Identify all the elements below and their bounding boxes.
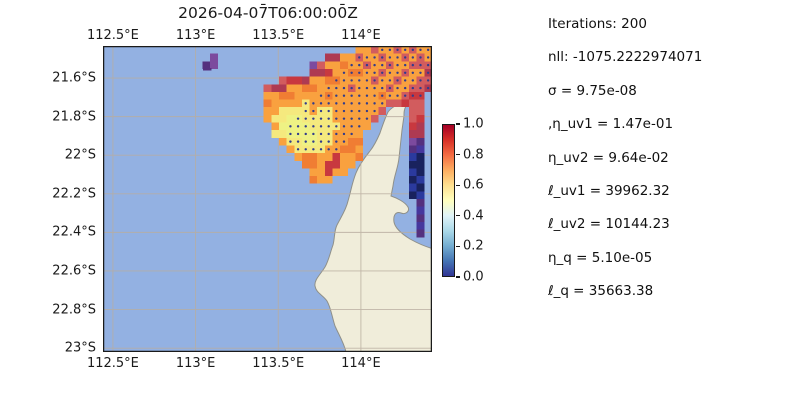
- y-tick-label: 22.8°S: [52, 302, 96, 318]
- stat-line-nll: nll: -1075.2222974071: [548, 49, 703, 66]
- colorbar-tick-label: 0.8: [463, 147, 484, 163]
- y-tick-label: 22.4°S: [52, 224, 96, 240]
- y-tick-label: 23°S: [64, 340, 96, 356]
- stat-line-ell-uv1: ℓ_uv1 = 39962.32: [548, 183, 670, 199]
- y-tick-label: 22.6°S: [52, 263, 96, 279]
- stat-line-eta-uv1: ,η_uv1 = 1.47e-01: [548, 116, 674, 133]
- y-tick-label: 22°S: [64, 147, 96, 163]
- colorbar-tick-label: 0.4: [463, 208, 484, 224]
- colorbar-tick-mark: [456, 154, 460, 156]
- y-tick-label: 21.6°S: [52, 70, 96, 86]
- map-plot: [102, 45, 433, 353]
- colorbar-tick-mark: [456, 123, 460, 125]
- colorbar-tick-label: 0.6: [463, 177, 484, 193]
- colorbar-tick-label: 0.0: [463, 269, 484, 285]
- colorbar-tick-label: 1.0: [463, 116, 484, 132]
- colorbar-tick-mark: [456, 276, 460, 278]
- colorbar-tick-mark: [456, 215, 460, 217]
- colorbar-gradient: [442, 124, 455, 277]
- y-tick-label: 21.8°S: [52, 109, 96, 125]
- land-shape: [314, 102, 433, 353]
- stat-line-iterations: Iterations: 200: [548, 16, 647, 32]
- scatter-dots: [289, 48, 430, 151]
- x-tick-label-bottom: 112.5°E: [86, 356, 139, 371]
- colorbar-tick-mark: [456, 184, 460, 186]
- colorbar-tick-label: 0.2: [463, 238, 484, 254]
- stat-line-eta-q: η_q = 5.10e-05: [548, 249, 653, 266]
- stat-line-eta-uv2: η_uv2 = 9.64e-02: [548, 149, 669, 166]
- stat-line-ell-q: ℓ_q = 35663.38: [548, 283, 654, 300]
- map-svg: [102, 45, 433, 353]
- x-tick-label-top: 113°E: [175, 28, 216, 43]
- stat-line-ell-uv2: ℓ_uv2 = 10144.23: [548, 216, 670, 233]
- y-tick-label: 22.2°S: [52, 186, 96, 202]
- x-tick-label-bottom: 113°E: [175, 356, 216, 371]
- stat-line-sigma: σ = 9.75e-08: [548, 82, 637, 99]
- x-tick-label-bottom: 114°E: [341, 356, 381, 371]
- gridlines: [103, 46, 432, 352]
- colorbar-tick-mark: [456, 245, 460, 248]
- x-tick-label-top: 114°E: [341, 28, 381, 43]
- x-tick-label-top: 113.5°E: [252, 28, 305, 43]
- plot-title: 2026-04-07̄T06:00:00̄Z: [178, 4, 358, 22]
- map-frame: [102, 45, 433, 353]
- x-tick-label-top: 112.5°E: [86, 28, 139, 43]
- x-tick-label-bottom: 113.5°E: [252, 356, 305, 371]
